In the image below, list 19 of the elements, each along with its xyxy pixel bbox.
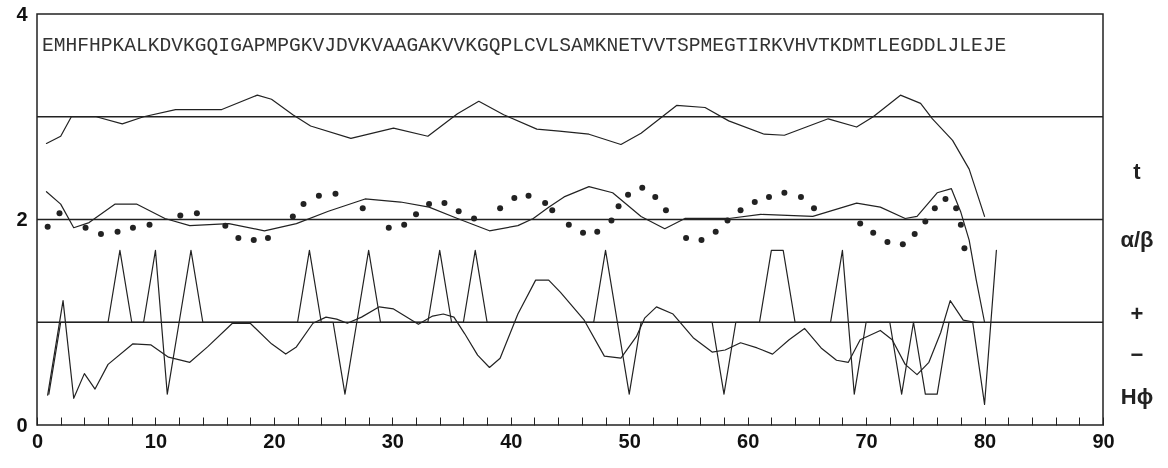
x-tick-label: 10: [144, 429, 168, 452]
annotation: EMHFHPKALKDVKGQIGAPMPGKVJDVKVAAGAKVVKGQPLCVLSAMKNETVVTSPMEGTIRKVHVTKDMTLEGDDLJLEJE: [42, 35, 1007, 57]
x-tick-label: 90: [1092, 429, 1115, 452]
y-tick-label: 0: [16, 413, 28, 436]
text: +: [1130, 301, 1144, 326]
x-tick-label: 0: [31, 429, 44, 452]
y-tick-label: 2: [16, 208, 28, 230]
x-tick-label: 70: [855, 429, 878, 452]
x-tick-label: 50: [618, 429, 641, 452]
x-tick-label: 40: [500, 429, 523, 452]
x-tick-label: 20: [263, 429, 286, 452]
text: α/β: [1120, 227, 1154, 252]
y-tick-label: 4: [16, 2, 29, 25]
text: Hϕ: [1120, 384, 1154, 409]
x-tick-label: 80: [973, 429, 997, 452]
x-tick-label: 30: [381, 429, 404, 452]
text: −: [1130, 342, 1144, 367]
text: t: [1133, 159, 1142, 184]
x-tick-label: 60: [737, 429, 760, 452]
